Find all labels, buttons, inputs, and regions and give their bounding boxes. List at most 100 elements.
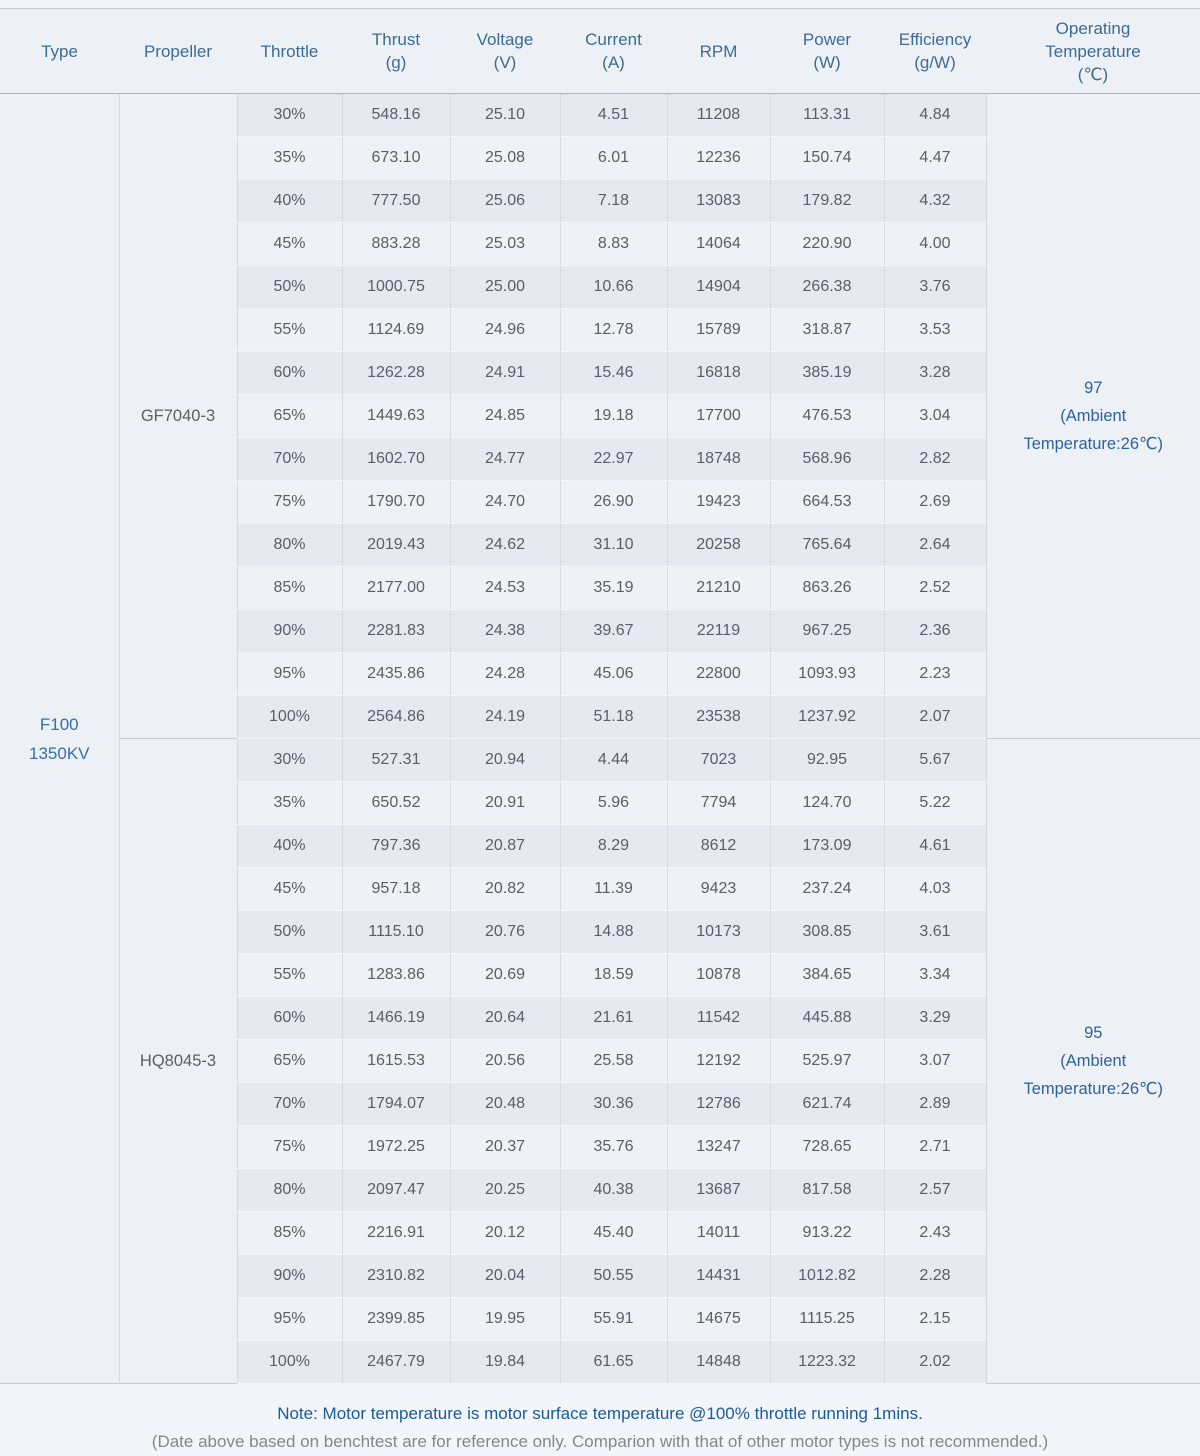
rpm-cell: 17700 [666,394,770,438]
power-cell: 237.24 [769,867,884,911]
voltage-cell: 20.48 [449,1082,560,1126]
temperature-cell: 95 (Ambient Temperature:26℃) [985,738,1200,1384]
power-cell: 384.65 [769,953,884,997]
col-header-type: Type [0,8,119,94]
rpm-cell: 7794 [666,781,770,825]
voltage-cell: 20.91 [449,781,560,825]
thrust-cell: 957.18 [341,867,450,911]
voltage-cell: 25.06 [449,179,560,223]
efficiency-cell: 2.69 [883,480,986,524]
thrust-cell: 1615.53 [341,1039,450,1083]
power-cell: 179.82 [769,179,884,223]
throttle-cell: 70% [236,1082,342,1126]
efficiency-cell: 3.53 [883,308,986,352]
efficiency-cell: 2.64 [883,523,986,567]
table-row: F100 1350KV GF7040-3 30% 548.16 25.10 4.51 112… [0,93,1200,1384]
rpm-cell: 11208 [666,93,770,137]
current-cell: 61.65 [559,1340,667,1384]
current-cell: 26.90 [559,480,667,524]
throttle-cell: 50% [236,265,342,309]
current-cell: 19.18 [559,394,667,438]
rpm-cell: 13247 [666,1125,770,1169]
power-cell: 728.65 [769,1125,884,1169]
efficiency-cell: 2.89 [883,1082,986,1126]
thrust-cell: 2097.47 [341,1168,450,1212]
voltage-cell: 20.64 [449,996,560,1040]
throttle-cell: 95% [236,1297,342,1341]
efficiency-cell: 3.61 [883,910,986,954]
thrust-cell: 1115.10 [341,910,450,954]
throttle-cell: 30% [236,738,342,782]
footnote-line2: (Date above based on benchtest are for r… [151,1432,1049,1451]
table-row: 55% 1283.86 20.69 18.59 10878 384.65 3.34 [0,953,1200,997]
voltage-cell: 20.37 [449,1125,560,1169]
col-header-voltage: Voltage (V) [450,8,560,94]
current-cell: 51.18 [559,695,667,739]
current-cell: 7.18 [559,179,667,223]
rpm-cell: 11542 [666,996,770,1040]
thrust-cell: 1602.70 [341,437,450,481]
current-cell: 30.36 [559,1082,667,1126]
current-cell: 5.96 [559,781,667,825]
power-cell: 385.19 [769,351,884,395]
current-cell: 6.01 [559,136,667,180]
voltage-cell: 24.77 [449,437,560,481]
thrust-cell: 883.28 [341,222,450,266]
rpm-cell: 14848 [666,1340,770,1384]
rpm-cell: 8612 [666,824,770,868]
throttle-cell: 75% [236,480,342,524]
throttle-cell: 100% [236,1340,342,1384]
thrust-cell: 2019.43 [341,523,450,567]
power-cell: 967.25 [769,609,884,653]
current-cell: 21.61 [559,996,667,1040]
throttle-cell: 80% [236,523,342,567]
table-row: 35% 673.10 25.08 6.01 12236 150.74 4.47 [0,136,1200,180]
voltage-cell: 20.94 [449,738,560,782]
voltage-cell: 20.82 [449,867,560,911]
efficiency-cell: 3.76 [883,265,986,309]
throttle-cell: 85% [236,1211,342,1255]
thrust-cell: 2281.83 [341,609,450,653]
current-cell: 4.44 [559,738,667,782]
throttle-cell: 85% [236,566,342,610]
voltage-cell: 24.96 [449,308,560,352]
throttle-cell: 55% [236,953,342,997]
voltage-cell: 20.56 [449,1039,560,1083]
thrust-cell: 1283.86 [341,953,450,997]
power-cell: 445.88 [769,996,884,1040]
table-row: 90% 2310.82 20.04 50.55 14431 1012.82 2.28 [0,1254,1200,1298]
thrust-cell: 1972.25 [341,1125,450,1169]
power-cell: 765.64 [769,523,884,567]
current-cell: 35.76 [559,1125,667,1169]
thrust-cell: 2177.00 [341,566,450,610]
thrust-cell: 2399.85 [341,1297,450,1341]
efficiency-cell: 2.52 [883,566,986,610]
rpm-cell: 14064 [666,222,770,266]
throttle-cell: 60% [236,351,342,395]
thrust-cell: 1790.70 [341,480,450,524]
current-cell: 45.06 [559,652,667,696]
propeller-cell: HQ8045-3 [118,738,237,1384]
thrust-cell: 2435.86 [341,652,450,696]
table-row: 85% 2177.00 24.53 35.19 21210 863.26 2.52 [0,566,1200,610]
rpm-cell: 18748 [666,437,770,481]
table-row: 100% 2467.79 19.84 61.65 14848 1223.32 2.02 [0,1340,1200,1384]
throttle-cell: 50% [236,910,342,954]
rpm-cell: 13083 [666,179,770,223]
power-cell: 220.90 [769,222,884,266]
thrust-cell: 527.31 [341,738,450,782]
voltage-cell: 20.12 [449,1211,560,1255]
throttle-cell: 40% [236,824,342,868]
current-cell: 50.55 [559,1254,667,1298]
rpm-cell: 14011 [666,1211,770,1255]
table-row: 45% 957.18 20.82 11.39 9423 237.24 4.03 [0,867,1200,911]
rpm-cell: 20258 [666,523,770,567]
current-cell: 18.59 [559,953,667,997]
voltage-cell: 20.69 [449,953,560,997]
rpm-cell: 15789 [666,308,770,352]
power-cell: 913.22 [769,1211,884,1255]
thrust-cell: 1449.63 [341,394,450,438]
power-cell: 863.26 [769,566,884,610]
thrust-cell: 548.16 [341,93,450,137]
throttle-cell: 100% [236,695,342,739]
